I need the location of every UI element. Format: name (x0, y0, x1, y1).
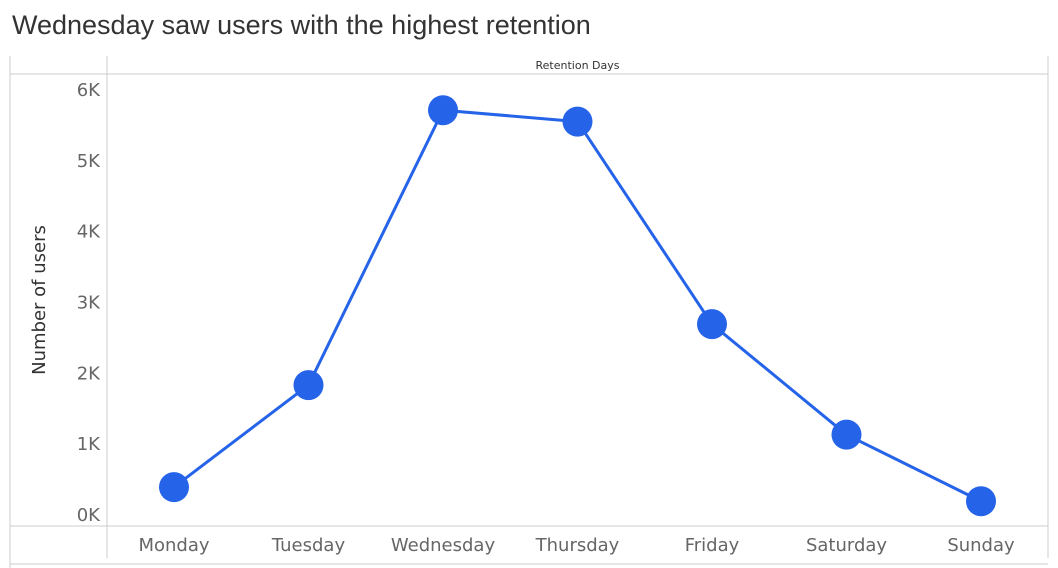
series-group (159, 95, 996, 517)
data-point[interactable] (562, 106, 593, 137)
y-tick-label: 6K (77, 80, 101, 101)
header-label: Retention Days (536, 59, 620, 72)
data-point[interactable] (428, 95, 458, 126)
x-tick-label: Sunday (947, 535, 1015, 556)
x-axis-ticks: Monday Tuesday Wednesday Thursday Friday Satu… (138, 535, 1015, 556)
data-point[interactable] (697, 309, 727, 340)
y-tick-label: 0K (77, 505, 101, 526)
x-tick-label: Friday (685, 535, 740, 556)
data-point[interactable] (831, 419, 862, 450)
y-tick-label: 4K (77, 222, 101, 243)
x-tick-label: Saturday (806, 535, 887, 556)
chart-title: Wednesday saw users with the highest ret… (12, 10, 591, 40)
x-tick-label: Monday (138, 535, 209, 556)
y-tick-label: 1K (77, 434, 101, 455)
y-tick-label: 2K (77, 363, 101, 384)
data-point[interactable] (293, 370, 324, 401)
x-tick-label: Thursday (535, 535, 620, 556)
y-axis-title: Number of users (29, 225, 50, 375)
data-point[interactable] (159, 472, 189, 503)
y-tick-label: 3K (77, 293, 101, 314)
x-tick-label: Tuesday (271, 535, 346, 556)
chart-frame (9, 56, 1049, 568)
data-point[interactable] (966, 486, 996, 517)
y-axis-ticks: 0K 1K 2K 3K 4K 5K 6K (77, 80, 101, 526)
x-tick-label: Wednesday (391, 535, 496, 556)
y-tick-label: 5K (77, 151, 101, 172)
series-line (173, 108, 982, 503)
